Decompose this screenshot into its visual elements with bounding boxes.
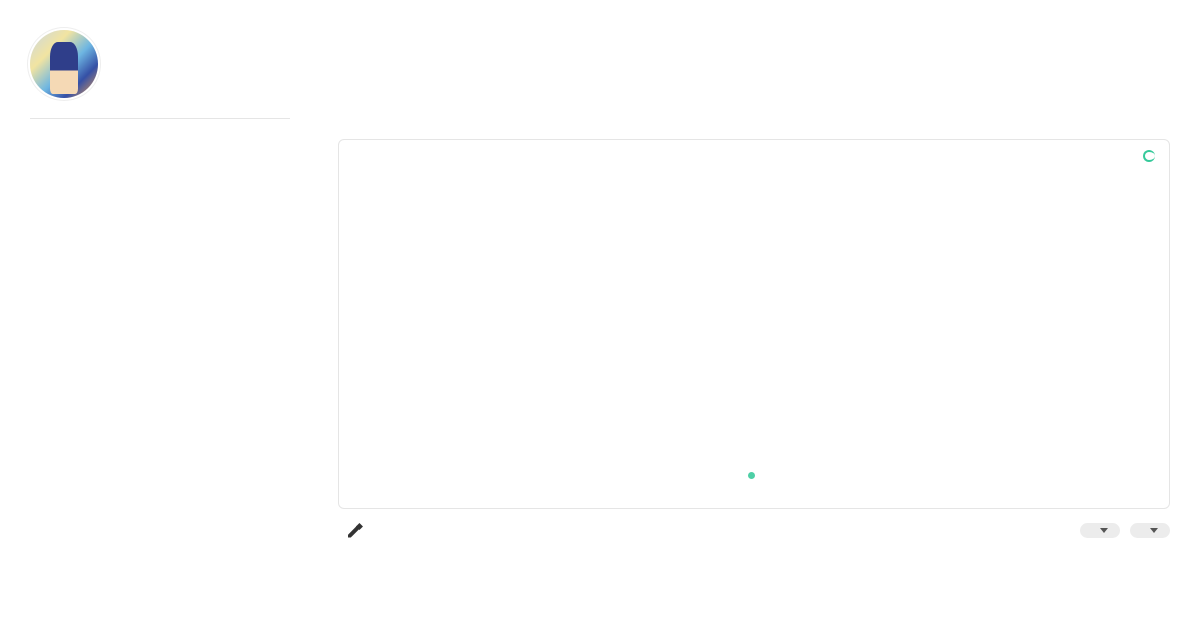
chevron-down-icon (1100, 528, 1108, 533)
index-line-chart (353, 154, 1155, 464)
legend-marker-icon (748, 472, 755, 479)
player-avatar (30, 30, 98, 98)
range-select-button[interactable] (1080, 523, 1120, 538)
chevron-down-icon (1150, 528, 1158, 533)
chart-legend (353, 464, 1155, 481)
card-ladder-logo (1143, 150, 1157, 162)
index-data-panel (30, 139, 320, 157)
tabs (30, 118, 290, 119)
edit-date-range-icon[interactable] (348, 524, 362, 538)
chart-card (338, 139, 1170, 509)
page-header (30, 30, 1170, 98)
date-range-display (338, 524, 362, 538)
scale-select-button[interactable] (1130, 523, 1170, 538)
